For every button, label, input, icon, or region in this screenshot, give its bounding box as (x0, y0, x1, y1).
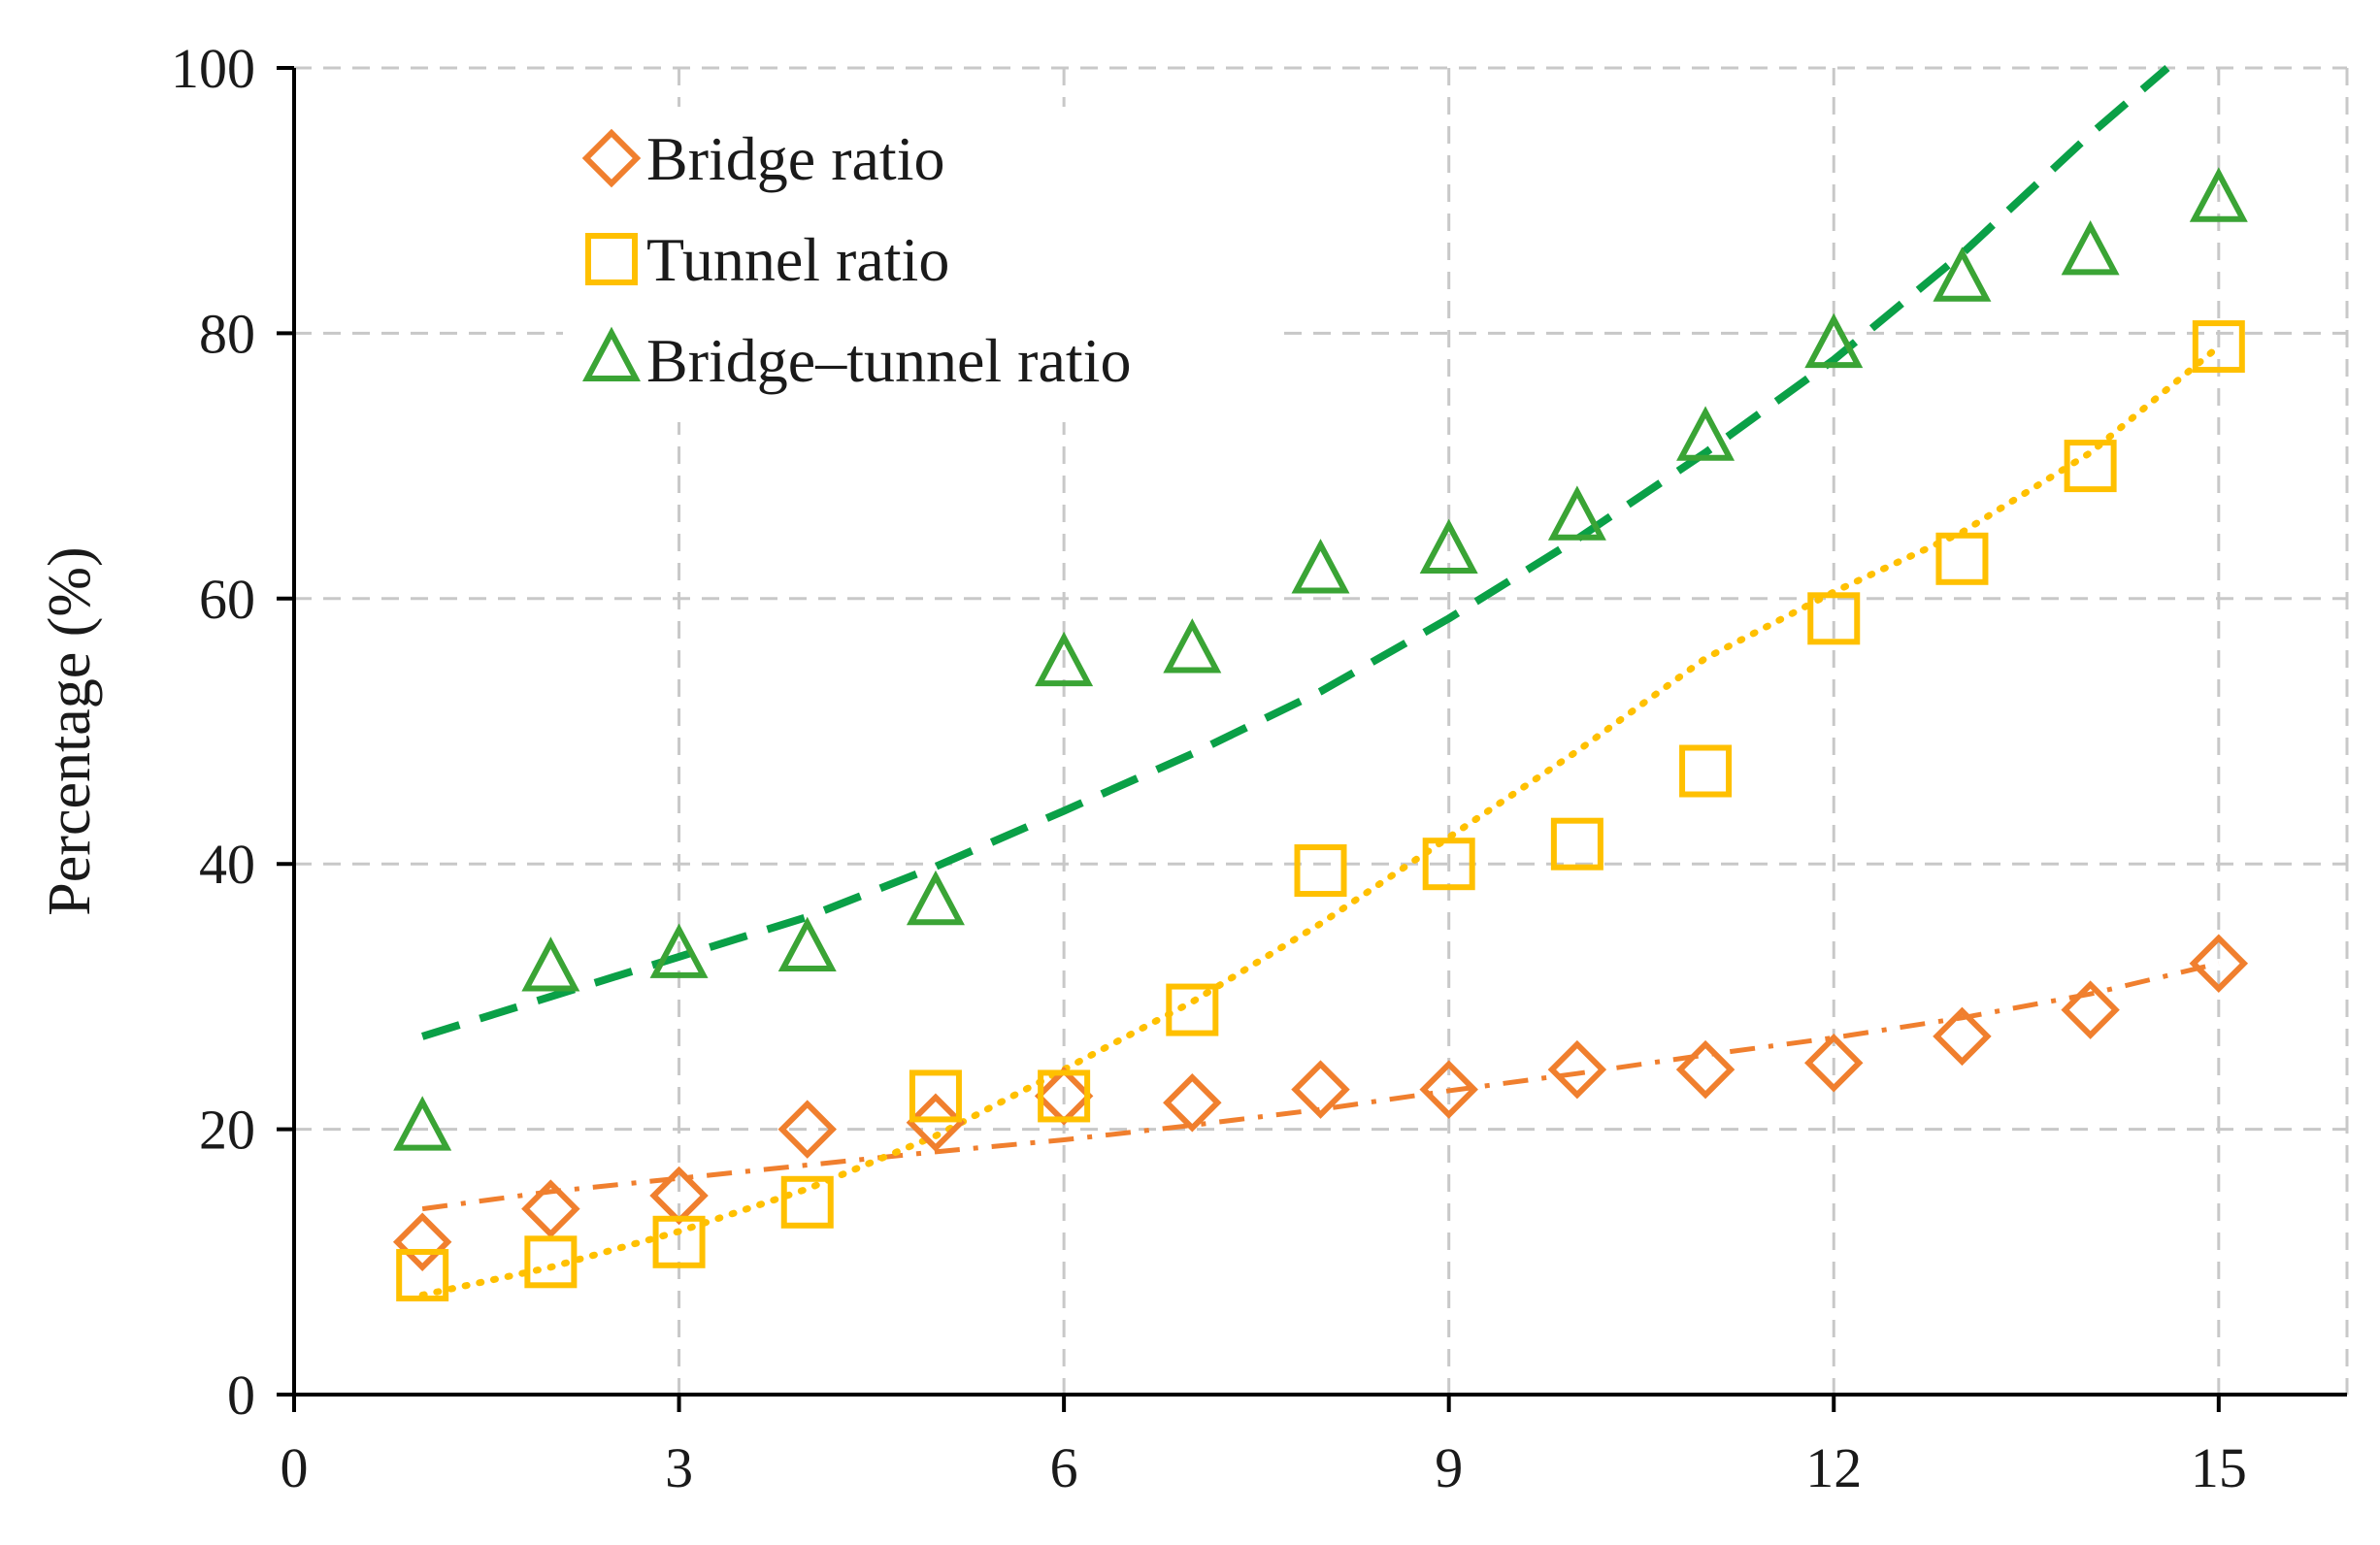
tunnel-point-15 (2192, 320, 2245, 374)
bridge-point-4 (777, 1100, 837, 1159)
tunnel-point-3 (652, 1215, 706, 1268)
tunnel-point-10 (1550, 817, 1603, 871)
x-tick-label-3: 3 (665, 1436, 693, 1499)
y-tick-label-0: 0 (227, 1364, 255, 1427)
bridge-point-10 (1547, 1039, 1607, 1100)
bridge-legend-label: Bridge ratio (646, 124, 944, 193)
tunnel-point-5 (909, 1069, 962, 1123)
tunnel-legend-marker (585, 233, 638, 285)
tunnel-point-9 (1422, 838, 1475, 891)
y-tick-label-40: 40 (199, 833, 255, 896)
bridge-tunnel-point-10 (1547, 485, 1606, 541)
legend-background (563, 107, 1281, 422)
bridge-tunnel-legend-marker (582, 326, 641, 381)
bridge-tunnel-point-12 (1804, 312, 1864, 369)
bridge-tunnel-point-1 (393, 1096, 452, 1151)
bridge-tunnel-point-14 (2061, 219, 2120, 276)
tunnel-point-6 (1038, 1069, 1091, 1123)
tunnel-point-13 (1935, 532, 1989, 585)
bridge-point-5 (906, 1093, 966, 1153)
tunnel-point-2 (524, 1235, 578, 1289)
bridge-point-7 (1163, 1073, 1222, 1133)
bridge-trend-line (421, 961, 2220, 1212)
y-tick-label-100: 100 (171, 37, 255, 100)
bridge-point-15 (2189, 934, 2249, 993)
tunnel-point-14 (2064, 440, 2117, 493)
bridge-point-8 (1291, 1060, 1350, 1119)
bridge-tunnel-point-5 (906, 870, 965, 926)
bridge-tunnel-point-3 (649, 923, 709, 978)
tunnel-legend-label: Tunnel ratio (646, 225, 949, 294)
x-tick-label-0: 0 (281, 1436, 309, 1499)
x-tick-label-6: 6 (1050, 1436, 1078, 1499)
marker-layer (392, 167, 2249, 1301)
x-tick-label-15: 15 (2191, 1436, 2247, 1499)
bridge-tunnel-point-8 (1291, 539, 1350, 594)
axis-layer: 0 3 6 9 12 15 0 20 40 60 80 100 Percentage (%) (37, 37, 2347, 1499)
y-axis-title: Percentage (%) (37, 546, 103, 915)
bridge-tunnel-point-11 (1676, 406, 1735, 461)
tunnel-trend-line (418, 343, 2223, 1298)
bridge-tunnel-point-15 (2189, 167, 2248, 222)
bridge-tunnel-point-4 (777, 916, 837, 972)
trend-layer (418, 64, 2223, 1298)
y-tick-label-20: 20 (199, 1099, 255, 1162)
tunnel-point-8 (1294, 844, 1347, 898)
bridge-tunnel-trend-line (421, 64, 2170, 1040)
bridge-point-12 (1804, 1034, 1864, 1093)
tunnel-point-7 (1166, 983, 1219, 1036)
tunnel-point-12 (1807, 592, 1861, 645)
bridge-tunnel-point-7 (1163, 618, 1222, 674)
bridge-tunnel-point-6 (1035, 631, 1094, 687)
x-tick-label-9: 9 (1435, 1436, 1463, 1499)
legend-layer: Bridge ratio Tunnel ratio Bridge–tunnel ra… (563, 107, 1281, 422)
bridge-tunnel-legend-label: Bridge–tunnel ratio (646, 326, 1131, 395)
tunnel-point-1 (396, 1248, 449, 1301)
bridge-point-11 (1675, 1039, 1735, 1100)
tunnel-point-4 (780, 1175, 834, 1229)
x-tick-label-12: 12 (1805, 1436, 1862, 1499)
bridge-point-9 (1419, 1060, 1478, 1119)
bridge-point-1 (392, 1212, 452, 1272)
y-tick-label-60: 60 (199, 568, 255, 631)
bridge-tunnel-point-9 (1419, 518, 1478, 574)
tunnel-point-11 (1679, 744, 1733, 798)
bridge-point-14 (2061, 980, 2120, 1039)
bridge-tunnel-point-13 (1933, 247, 1992, 302)
bridge-point-13 (1933, 1006, 1992, 1067)
bridge-legend-marker (581, 128, 642, 188)
bridge-tunnel-point-2 (521, 937, 580, 992)
bridge-point-2 (521, 1179, 580, 1238)
y-tick-label-80: 80 (199, 302, 255, 365)
